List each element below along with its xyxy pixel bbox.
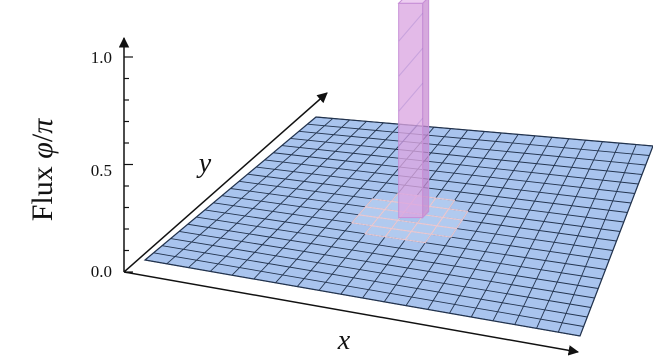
lattice-gridline-v <box>264 159 632 204</box>
y-axis-title: y <box>196 148 212 179</box>
lattice-gridline-v <box>196 216 602 280</box>
z-axis-title-phi: φ <box>26 142 59 159</box>
z-axis-ticks <box>124 56 133 273</box>
flux-tube-shading <box>398 47 424 77</box>
lattice-gridline-v <box>315 116 653 147</box>
lattice-gridline-v <box>187 223 599 289</box>
x-axis-line <box>123 271 580 356</box>
lattice-gridline-v <box>290 138 643 175</box>
lattice-surface <box>143 116 653 337</box>
flux-tube-shading <box>398 117 424 147</box>
lattice-gridline-v <box>273 152 635 194</box>
z-tick-label-1: 0.5 <box>91 161 112 180</box>
flux-tube-shading <box>398 82 424 112</box>
z-tick-label-0: 0.0 <box>91 262 112 281</box>
flux-tube-top-face <box>397 0 427 4</box>
y-axis-line <box>123 92 328 273</box>
axes <box>118 36 580 356</box>
z-axis-title-slash: / <box>26 133 59 142</box>
lattice-gridline-v <box>307 123 650 156</box>
flux-tube-side-face <box>422 0 430 219</box>
flux-tube <box>397 0 430 219</box>
z-axis-title-pi: π <box>26 118 59 134</box>
z-tick-label-2: 1.0 <box>91 48 112 67</box>
lattice-gridline-v <box>170 238 592 308</box>
lattice-gridline-v <box>162 245 588 318</box>
flux-tube-shading <box>398 12 424 42</box>
lattice-gridline-v <box>153 252 584 327</box>
lattice-gridline-v <box>256 166 628 213</box>
lattice-gridline-v <box>144 259 581 337</box>
z-axis-title-prefix: Flux <box>26 159 59 222</box>
flux-tube-front-face <box>398 2 424 219</box>
lattice-gridline-v <box>281 145 639 185</box>
z-axis-title: Flux φ/π <box>26 118 59 221</box>
x-axis-title: x <box>337 325 351 356</box>
lattice-plaquette-highlight <box>430 225 458 238</box>
lattice-gridline-v <box>179 230 595 299</box>
lattice-gridline-v <box>298 130 646 166</box>
lattice-plaquette-highlight <box>404 230 433 244</box>
